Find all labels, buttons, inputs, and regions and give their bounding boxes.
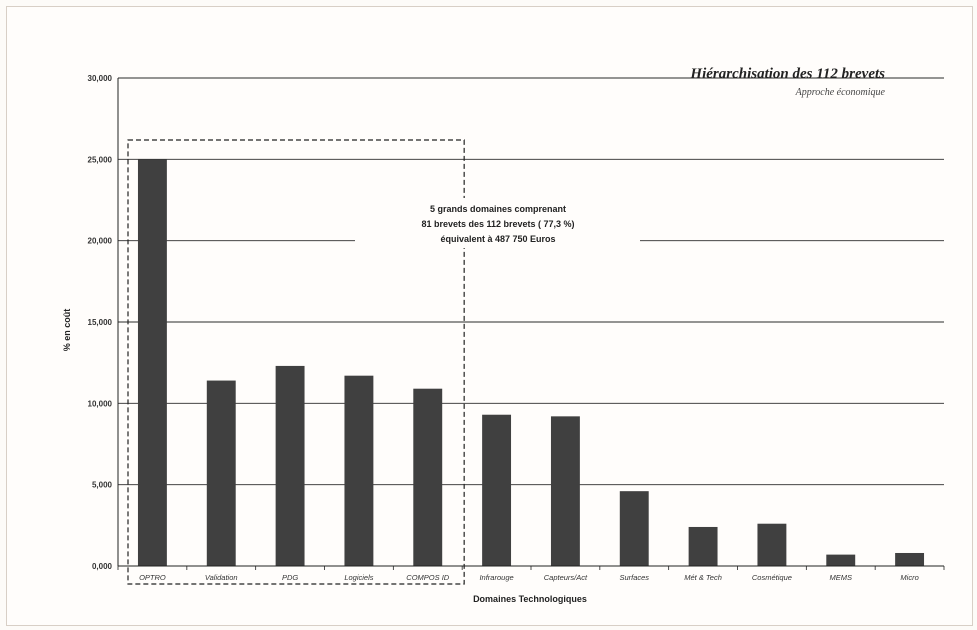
bar	[895, 552, 925, 566]
top-domains-highlight-box	[127, 139, 465, 585]
x-tick-label: Mét & Tech	[684, 573, 722, 582]
bar	[413, 388, 443, 566]
x-tick-label: PDG	[282, 573, 298, 582]
x-tick-label: OPTRO	[139, 573, 166, 582]
bar	[275, 365, 305, 566]
annotation-line-3: équivalent à 487 750 Euros	[440, 234, 555, 244]
bar	[757, 523, 787, 566]
annotation-line-1: 5 grands domaines comprenant	[430, 204, 566, 214]
gridlines	[117, 77, 945, 570]
x-tick-labels: OPTRO Validation PDG Logiciels COMPOS ID Infr…	[139, 573, 919, 582]
bar	[137, 159, 167, 567]
y-tick-label: 20,000	[88, 237, 113, 246]
y-tick-label: 15,000	[88, 318, 113, 327]
bar	[619, 491, 649, 566]
x-tick-label: MEMS	[830, 573, 853, 582]
bar	[550, 416, 580, 566]
x-tick-label: Capteurs/Act	[544, 573, 588, 582]
x-tick-label: Surfaces	[619, 573, 649, 582]
x-axis-label: Domaines Technologiques	[473, 594, 587, 604]
x-tick-label: Infrarouge	[479, 573, 513, 582]
bar	[482, 414, 512, 566]
chart-subtitle: Approche économique	[795, 87, 886, 98]
y-tick-label: 0,000	[92, 562, 113, 571]
y-tick-label: 5,000	[92, 481, 113, 490]
y-tick-label: 10,000	[88, 399, 113, 408]
bar	[206, 380, 236, 566]
bar	[688, 526, 718, 566]
chart-title: Hiérarchisation des 112 brevets	[689, 66, 885, 82]
x-tick-label: COMPOS ID	[406, 573, 450, 582]
y-tick-label: 30,000	[88, 74, 113, 83]
y-tick-labels: 0,000 5,000 10,000 15,000 20,000 25,000 30,000	[88, 74, 113, 571]
y-tick-label: 25,000	[88, 155, 113, 164]
annotation-line-2: 81 brevets des 112 brevets ( 77,3 %)	[421, 219, 574, 229]
x-tick-label: Micro	[900, 573, 918, 582]
y-axis-label: % en coût	[62, 309, 72, 352]
annotation-background	[355, 198, 640, 248]
x-tick-label: Logiciels	[344, 573, 373, 582]
bar	[344, 375, 374, 566]
x-tick-label: Validation	[205, 573, 238, 582]
bar	[826, 554, 856, 566]
bars	[137, 159, 925, 567]
x-tick-label: Cosmétique	[752, 573, 792, 582]
